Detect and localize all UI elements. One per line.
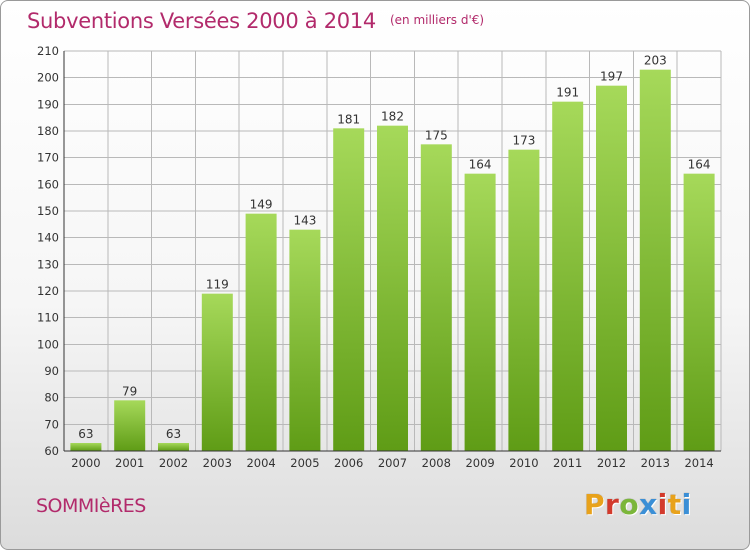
y-tick-label: 210: [37, 44, 59, 58]
bars: [70, 69, 715, 452]
x-tick-label-2010: 2010: [509, 456, 538, 470]
x-tick-label-2006: 2006: [334, 456, 363, 470]
bar-2001: [114, 400, 146, 451]
y-tick-label: 160: [37, 177, 59, 191]
value-label-2008: 175: [425, 128, 448, 142]
y-tick-label: 130: [37, 257, 59, 271]
x-tick-label-2008: 2008: [422, 456, 451, 470]
y-tick-label: 170: [37, 151, 59, 165]
bar-2010: [508, 149, 540, 451]
y-tick-label: 200: [37, 71, 59, 85]
y-tick-label: 180: [37, 124, 59, 138]
commune-name: SOMMIèRES: [36, 495, 146, 517]
x-tick-label-2011: 2011: [553, 456, 582, 470]
value-label-2004: 149: [250, 198, 273, 212]
value-label-2002: 63: [166, 427, 181, 441]
bar-2008: [420, 144, 452, 452]
proxiti-logo: Proxiti: [584, 488, 692, 521]
bar-2004: [245, 213, 277, 451]
title-block: Subventions Versées 2000 à 2014 (en milli…: [27, 9, 484, 33]
bar-2013: [639, 69, 671, 452]
bar-2005: [289, 229, 321, 451]
x-tick-label-2005: 2005: [290, 456, 319, 470]
value-label-2007: 182: [381, 110, 404, 124]
axes: 60 70 80 90 100 110 120 130 140 150 160 170 180 190 20…: [37, 44, 721, 470]
bar-2000: [70, 443, 102, 451]
chart-subtitle: (en milliers d'€): [389, 13, 485, 27]
y-tick-label: 140: [37, 231, 59, 245]
value-label-2010: 173: [512, 134, 535, 148]
x-tick-label-2002: 2002: [159, 456, 188, 470]
bar-2003: [201, 293, 233, 451]
bar-2011: [552, 101, 584, 452]
y-tick-label: 100: [37, 337, 59, 351]
value-label-2006: 181: [337, 112, 360, 126]
value-label-2009: 164: [469, 158, 492, 172]
y-tick-label: 150: [37, 204, 59, 218]
bar-2012: [596, 85, 627, 452]
value-label-2003: 119: [206, 278, 229, 292]
value-label-2000: 63: [78, 427, 93, 441]
bar-2009: [464, 173, 496, 451]
bar-2014: [683, 173, 715, 451]
bar-2006: [333, 128, 365, 451]
value-label-2005: 143: [293, 214, 316, 228]
x-tick-label-2001: 2001: [115, 456, 144, 470]
value-label-2014: 164: [688, 158, 711, 172]
y-tick-label: 90: [44, 364, 59, 378]
x-tick-label-2014: 2014: [684, 456, 713, 470]
x-tick-label-2013: 2013: [641, 456, 670, 470]
chart-title: Subventions Versées 2000 à 2014: [27, 9, 376, 33]
bar-2002: [158, 443, 189, 451]
x-tick-label-2003: 2003: [203, 456, 232, 470]
value-label-2011: 191: [556, 86, 579, 100]
x-tick-label-2000: 2000: [71, 456, 100, 470]
y-tick-label: 80: [44, 391, 59, 405]
value-label-2012: 197: [600, 70, 623, 84]
value-label-2001: 79: [122, 384, 137, 398]
value-label-2013: 203: [644, 54, 667, 68]
x-tick-label-2004: 2004: [246, 456, 275, 470]
x-tick-label-2012: 2012: [597, 456, 626, 470]
y-tick-label: 120: [37, 284, 59, 298]
y-tick-label: 70: [44, 417, 59, 431]
y-tick-label: 190: [37, 97, 59, 111]
y-tick-label: 110: [37, 311, 59, 325]
x-tick-label-2009: 2009: [465, 456, 494, 470]
bar-2007: [377, 125, 408, 452]
y-tick-label: 60: [44, 444, 59, 458]
x-tick-label-2007: 2007: [378, 456, 407, 470]
